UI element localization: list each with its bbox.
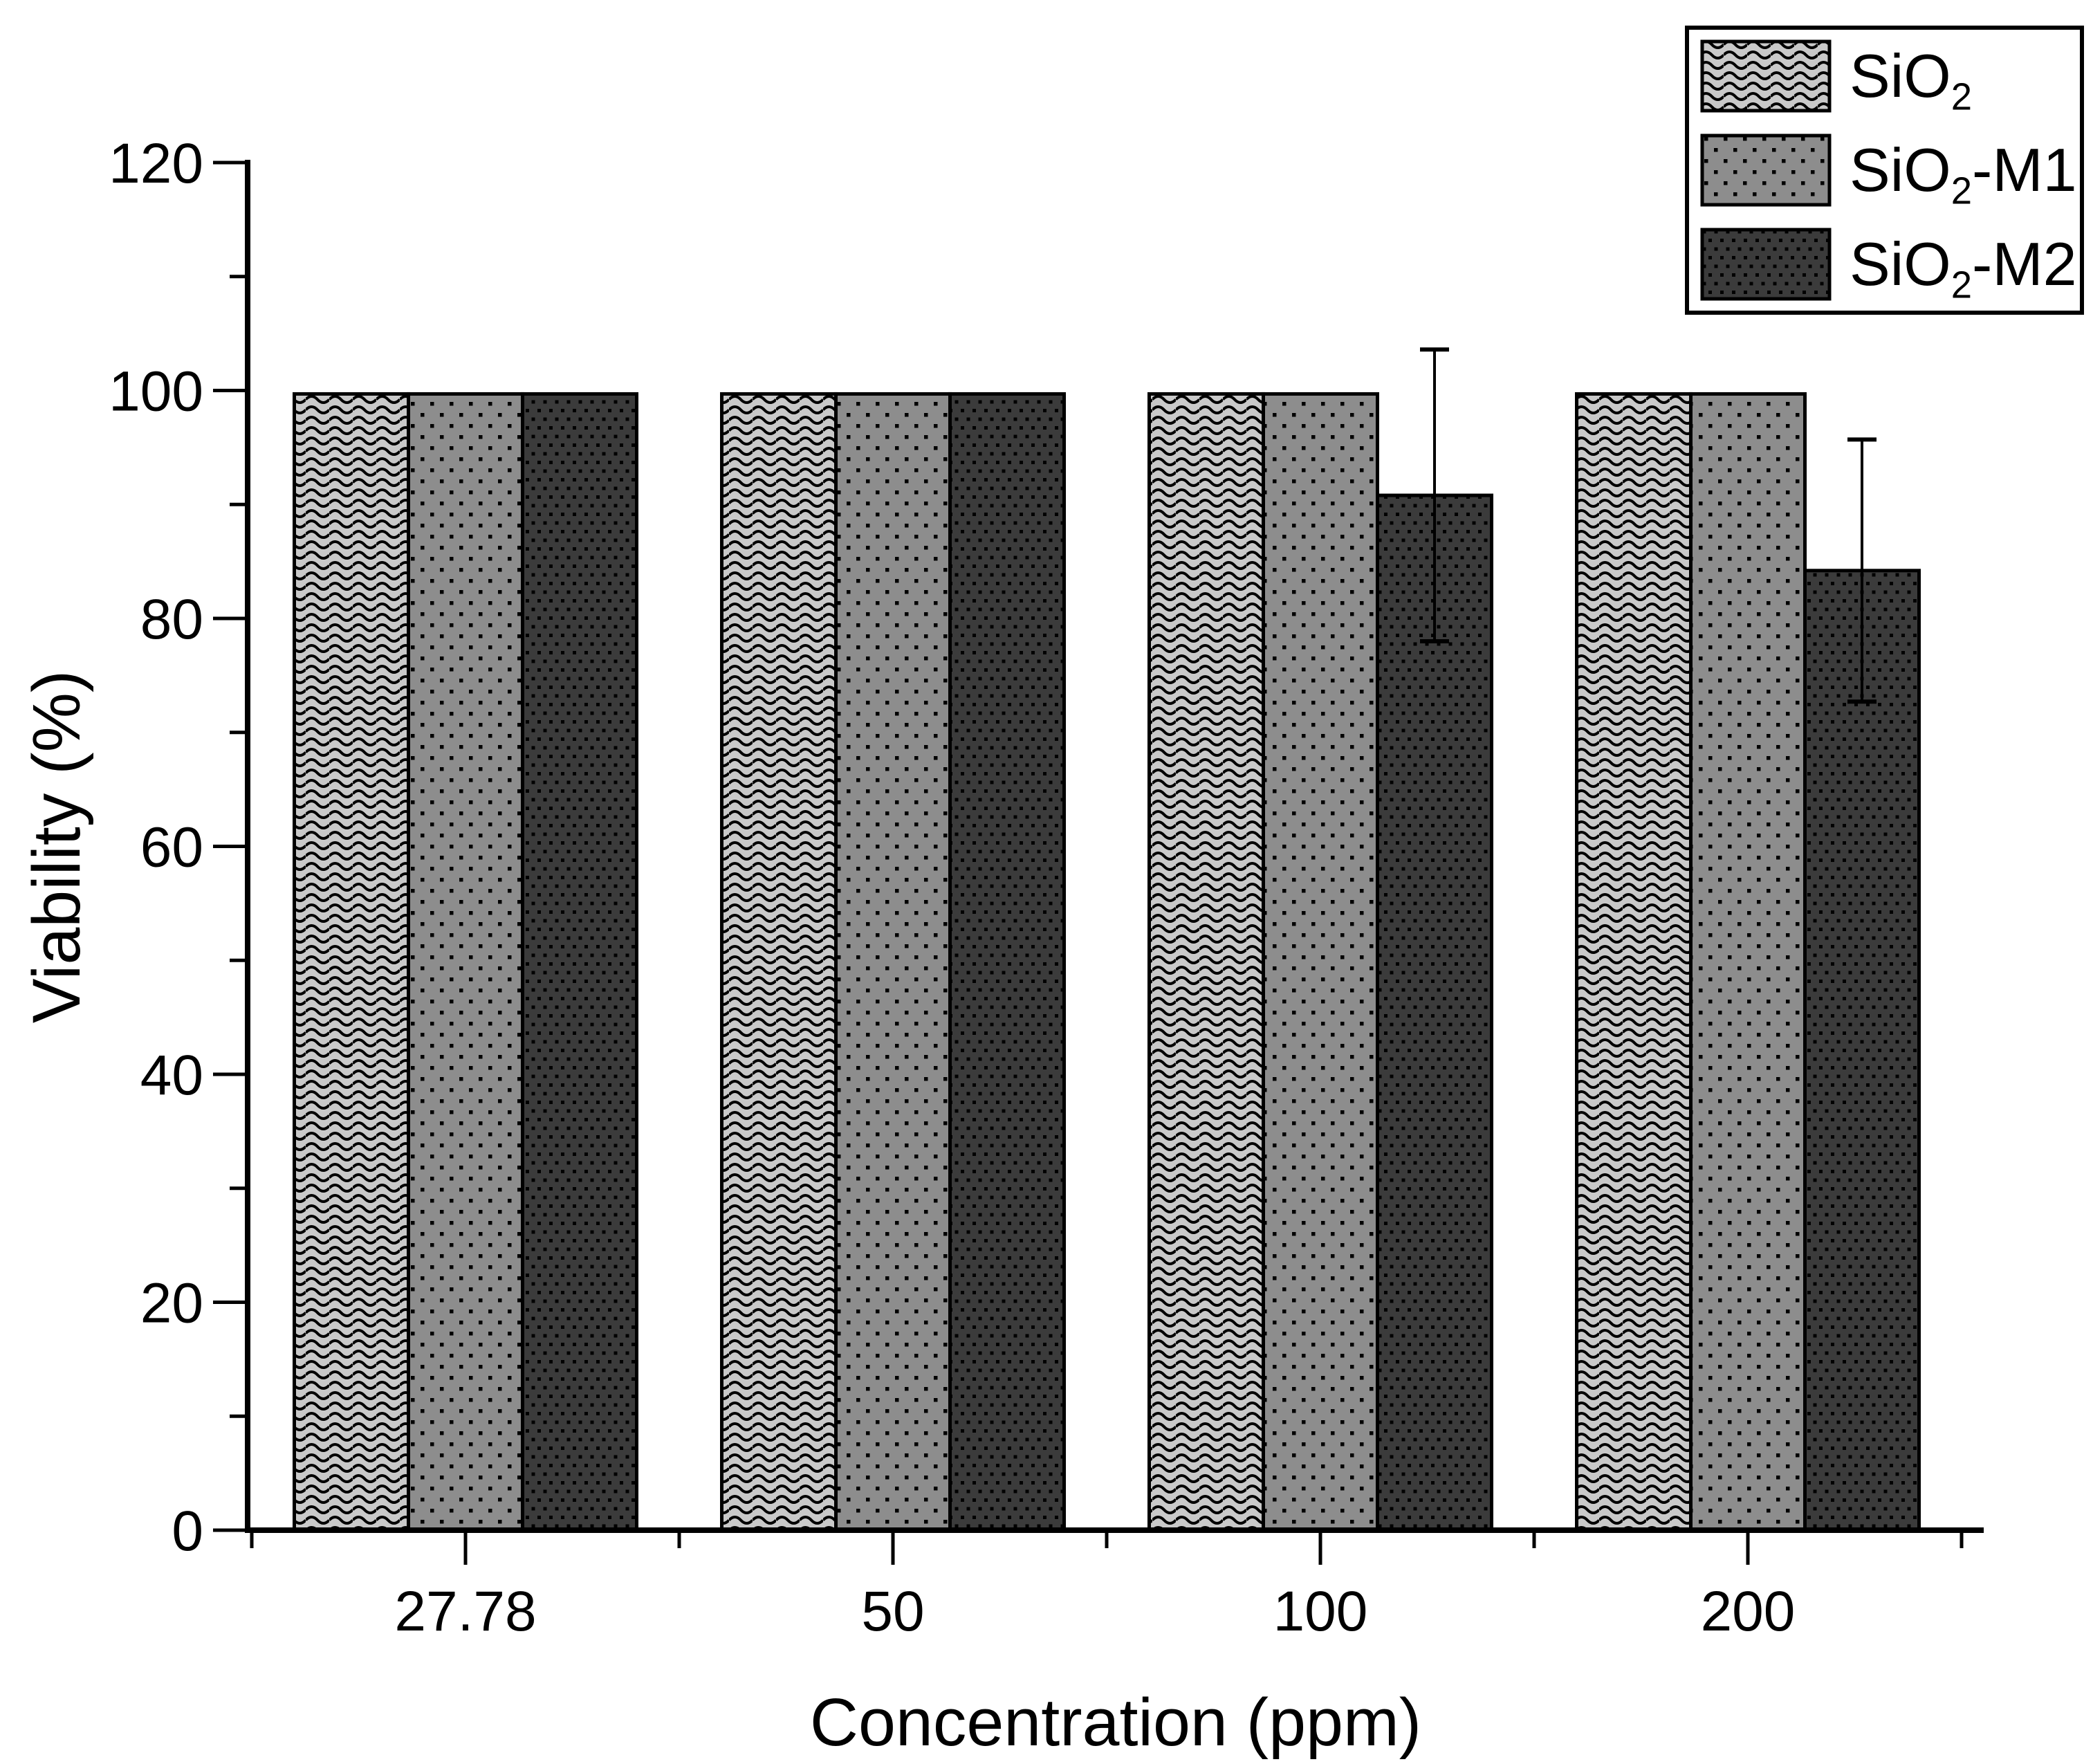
- bar-SiO2-100: [1147, 392, 1265, 1532]
- y-axis-title: Viability (%): [19, 670, 94, 1024]
- bar-SiO2-50: [720, 392, 838, 1532]
- x-tick-label: 200: [1701, 1580, 1796, 1643]
- y-tick-label: 100: [109, 360, 203, 423]
- legend-item-SiO2-M1: SiO2-M1: [1700, 134, 2077, 210]
- bars-layer: [293, 392, 1921, 1532]
- legend-label: SiO2: [1850, 46, 1972, 116]
- bar-SiO2-200: [1575, 392, 1693, 1532]
- legend-label: SiO2-M1: [1850, 140, 2077, 210]
- legend: SiO2 SiO2-M1 SiO2-M2: [1685, 26, 2084, 315]
- x-axis-title: Concentration (ppm): [809, 1684, 1422, 1760]
- x-tick-label: 50: [861, 1580, 924, 1643]
- bar-SiO2-M2-27.78: [521, 392, 638, 1532]
- legend-label-subscript: 2: [1951, 169, 1973, 212]
- legend-label-suffix: -M1: [1972, 136, 2077, 204]
- legend-item-SiO2: SiO2: [1700, 39, 2074, 116]
- bar-SiO2-M1-27.78: [407, 392, 524, 1532]
- y-tick-label: 120: [109, 132, 203, 195]
- y-tick-label: 80: [140, 588, 203, 651]
- bar-SiO2-M1-200: [1689, 392, 1807, 1532]
- y-tick-label: 40: [140, 1044, 203, 1107]
- bar-SiO2-M1-100: [1262, 392, 1379, 1532]
- legend-item-SiO2-M2: SiO2-M2: [1700, 228, 2077, 304]
- error-bars-layer: [1420, 347, 1877, 704]
- legend-label: SiO2-M2: [1850, 234, 2077, 304]
- bar-SiO2-27.78: [293, 392, 410, 1532]
- y-tick-label: 20: [140, 1272, 203, 1335]
- error-bar-SiO2-M2-200: [1847, 437, 1877, 704]
- legend-label-base: SiO: [1850, 230, 1951, 298]
- legend-swatch-dots-dark-icon: [1700, 228, 1832, 301]
- x-tick-label: 100: [1273, 1580, 1368, 1643]
- x-tick-label: 27.78: [394, 1580, 536, 1643]
- legend-label-base: SiO: [1850, 136, 1951, 204]
- y-tick-label: 0: [172, 1500, 203, 1563]
- bar-SiO2-M2-50: [948, 392, 1066, 1532]
- bar-SiO2-M2-100: [1376, 493, 1493, 1532]
- y-tick-label: 60: [140, 816, 203, 879]
- legend-swatch-wave-icon: [1700, 39, 1832, 113]
- legend-swatch-dots-medium-icon: [1700, 134, 1832, 207]
- legend-label-suffix: -M2: [1972, 230, 2077, 298]
- legend-label-subscript: 2: [1951, 264, 1973, 306]
- legend-label-base: SiO: [1850, 42, 1951, 110]
- legend-label-subscript: 2: [1951, 75, 1973, 118]
- bar-SiO2-M1-50: [834, 392, 952, 1532]
- axes-layer: 0 20 40 60 80 100 120 27.78 50 100 200: [109, 132, 1984, 1643]
- bar-SiO2-M2-200: [1803, 569, 1921, 1532]
- error-bar-SiO2-M2-100: [1420, 347, 1449, 643]
